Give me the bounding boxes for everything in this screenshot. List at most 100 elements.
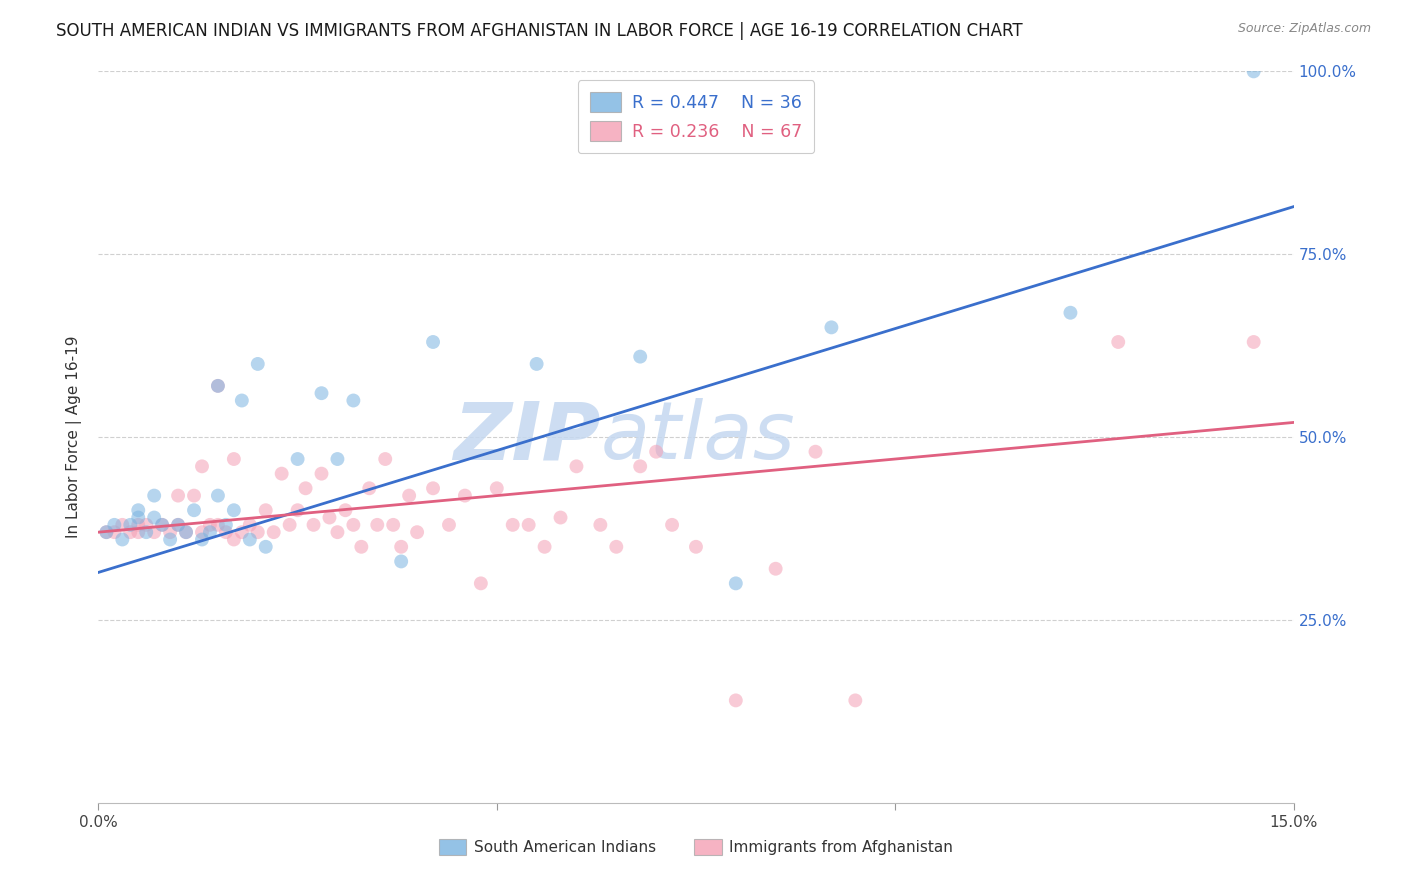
Point: [191, 459, 214, 474]
Text: ZIP: ZIP: [453, 398, 600, 476]
Point: [287, 452, 309, 467]
Point: [207, 517, 229, 532]
Point: [804, 444, 827, 458]
Point: [765, 562, 787, 576]
Point: [374, 452, 396, 467]
Point: [645, 444, 668, 458]
Point: [246, 525, 269, 540]
Point: [342, 393, 364, 408]
Point: [127, 503, 149, 517]
Point: [628, 459, 651, 474]
Point: [150, 517, 173, 532]
Point: [565, 459, 588, 474]
Point: [550, 510, 572, 524]
Point: [135, 517, 157, 532]
Point: [127, 517, 149, 532]
Point: [533, 540, 555, 554]
Point: [159, 533, 181, 547]
Legend: South American Indians, Immigrants from Afghanistan: South American Indians, Immigrants from …: [433, 833, 959, 861]
Point: [628, 350, 651, 364]
Point: [198, 525, 221, 540]
Point: [143, 510, 166, 524]
Point: [294, 481, 316, 495]
Point: [239, 517, 262, 532]
Point: [231, 393, 253, 408]
Point: [1107, 334, 1129, 349]
Point: [167, 517, 190, 532]
Point: [526, 357, 548, 371]
Point: [326, 452, 349, 467]
Point: [605, 540, 627, 554]
Point: [311, 467, 333, 481]
Point: [207, 379, 229, 393]
Point: [270, 467, 292, 481]
Point: [422, 481, 444, 495]
Point: [263, 525, 285, 540]
Point: [143, 525, 166, 540]
Text: atlas: atlas: [600, 398, 796, 476]
Point: [302, 517, 325, 532]
Point: [127, 525, 149, 540]
Point: [406, 525, 429, 540]
Point: [207, 379, 229, 393]
Point: [844, 693, 866, 707]
Point: [198, 517, 221, 532]
Point: [335, 503, 357, 517]
Point: [724, 693, 747, 707]
Point: [215, 517, 238, 532]
Point: [207, 489, 229, 503]
Point: [350, 540, 373, 554]
Point: [398, 489, 420, 503]
Point: [661, 517, 683, 532]
Point: [215, 525, 238, 540]
Point: [167, 517, 190, 532]
Point: [287, 503, 309, 517]
Text: SOUTH AMERICAN INDIAN VS IMMIGRANTS FROM AFGHANISTAN IN LABOR FORCE | AGE 16-19 : SOUTH AMERICAN INDIAN VS IMMIGRANTS FROM…: [56, 22, 1024, 40]
Point: [103, 525, 125, 540]
Point: [1243, 64, 1265, 78]
Point: [382, 517, 405, 532]
Point: [111, 533, 134, 547]
Point: [485, 481, 508, 495]
Point: [191, 533, 214, 547]
Point: [454, 489, 477, 503]
Point: [359, 481, 381, 495]
Point: [239, 533, 262, 547]
Point: [222, 533, 245, 547]
Point: [724, 576, 747, 591]
Point: [318, 510, 340, 524]
Point: [127, 510, 149, 524]
Point: [120, 525, 142, 540]
Point: [1059, 306, 1081, 320]
Point: [183, 503, 205, 517]
Point: [502, 517, 524, 532]
Point: [159, 525, 181, 540]
Point: [422, 334, 444, 349]
Point: [143, 489, 166, 503]
Point: [167, 489, 190, 503]
Point: [120, 517, 142, 532]
Point: [96, 525, 118, 540]
Point: [174, 525, 197, 540]
Text: Source: ZipAtlas.com: Source: ZipAtlas.com: [1237, 22, 1371, 36]
Point: [470, 576, 492, 591]
Point: [389, 540, 412, 554]
Point: [278, 517, 301, 532]
Point: [685, 540, 707, 554]
Point: [820, 320, 842, 334]
Point: [174, 525, 197, 540]
Point: [183, 489, 205, 503]
Point: [111, 517, 134, 532]
Point: [589, 517, 612, 532]
Point: [103, 517, 125, 532]
Point: [246, 357, 269, 371]
Point: [254, 540, 277, 554]
Point: [222, 452, 245, 467]
Point: [1243, 334, 1265, 349]
Y-axis label: In Labor Force | Age 16-19: In Labor Force | Age 16-19: [66, 335, 83, 539]
Point: [342, 517, 364, 532]
Point: [389, 554, 412, 568]
Point: [517, 517, 540, 532]
Point: [96, 525, 118, 540]
Point: [366, 517, 388, 532]
